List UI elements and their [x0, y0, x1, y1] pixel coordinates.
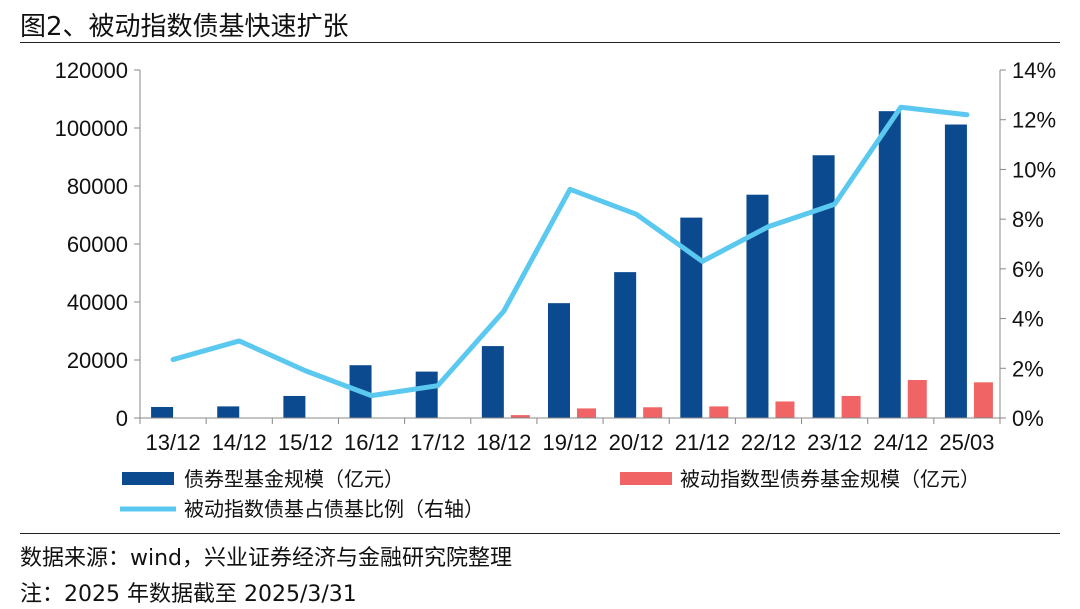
- bar-layer: [151, 111, 993, 419]
- date-note: 注：2025 年数据截至 2025/3/31: [20, 582, 357, 607]
- chart-title: 图2、被动指数债基快速扩张: [20, 12, 349, 42]
- bar-total-22/12: [746, 194, 769, 418]
- legend-label-ratio: 被动指数债基占债基比例（右轴）: [184, 497, 484, 521]
- bar-total-18/12: [481, 346, 504, 418]
- bar-total-21/12: [680, 217, 703, 418]
- x-tick-label: 24/12: [873, 430, 928, 455]
- bar-total-17/12: [415, 371, 438, 418]
- bar-total-23/12: [812, 155, 835, 418]
- bar-total-14/12: [217, 406, 240, 418]
- left-tick-label: 80000: [67, 174, 128, 199]
- x-tick-label: 15/12: [278, 430, 333, 455]
- x-tick-label: 25/03: [939, 430, 994, 455]
- bar-total-13/12: [151, 406, 174, 418]
- legend-label-total: 债券型基金规模（亿元）: [184, 467, 404, 491]
- right-tick-label: 14%: [1012, 58, 1056, 83]
- combo-chart: 0 20000 40000 60000 80000 100000 120000 0% 2% 4% 6…: [55, 58, 1056, 521]
- right-tick-label: 10%: [1012, 157, 1056, 182]
- title-divider: [20, 42, 1060, 43]
- left-tick-label: 120000: [55, 58, 128, 83]
- left-tick-label: 60000: [67, 232, 128, 257]
- x-tick-label: 14/12: [212, 430, 267, 455]
- x-tick-label: 22/12: [741, 430, 796, 455]
- x-tick-label: 13/12: [146, 430, 201, 455]
- left-tick-label: 20000: [67, 348, 128, 373]
- footer-divider: [20, 533, 1060, 534]
- bar-passive-24/12: [907, 380, 927, 418]
- x-tick-label: 21/12: [675, 430, 730, 455]
- right-tick-label: 4%: [1012, 307, 1044, 332]
- x-tick-label: 18/12: [476, 430, 531, 455]
- bar-passive-20/12: [643, 407, 663, 418]
- right-tick-label: 12%: [1012, 108, 1056, 133]
- bar-total-25/03: [944, 124, 967, 419]
- bar-passive-18/12: [510, 415, 530, 418]
- line-layer: [170, 104, 970, 399]
- bar-passive-23/12: [841, 395, 861, 418]
- left-tick-label: 0: [116, 406, 128, 431]
- x-tick-label: 20/12: [609, 430, 664, 455]
- legend-swatch-total: [122, 472, 174, 485]
- right-tick-label: 8%: [1012, 207, 1044, 232]
- axes-layer: 0 20000 40000 60000 80000 100000 120000 0% 2% 4% 6…: [55, 58, 1056, 455]
- bar-total-20/12: [614, 272, 637, 418]
- right-tick-label: 2%: [1012, 356, 1044, 381]
- legend: 债券型基金规模（亿元） 被动指数型债券基金规模（亿元） 被动指数债基占债基比例（…: [120, 467, 980, 521]
- bar-total-19/12: [548, 303, 570, 418]
- x-tick-label: 23/12: [807, 430, 862, 455]
- source-note: 数据来源：wind，兴业证券经济与金融研究院整理: [20, 546, 513, 571]
- bar-passive-25/03: [973, 382, 993, 418]
- left-tick-label: 100000: [55, 116, 128, 141]
- right-tick-label: 0%: [1012, 406, 1044, 431]
- bar-passive-19/12: [577, 408, 596, 418]
- legend-swatch-passive: [620, 472, 672, 485]
- bar-total-24/12: [878, 111, 901, 419]
- right-tick-label: 6%: [1012, 257, 1044, 282]
- x-tick-label: 16/12: [344, 430, 399, 455]
- legend-label-passive: 被动指数型债券基金规模（亿元）: [680, 467, 980, 491]
- bar-passive-22/12: [775, 401, 795, 418]
- bar-passive-21/12: [709, 406, 729, 418]
- left-tick-label: 40000: [67, 290, 128, 315]
- x-tick-label: 17/12: [410, 430, 465, 455]
- x-tick-label: 19/12: [542, 430, 597, 455]
- bar-total-15/12: [283, 395, 306, 418]
